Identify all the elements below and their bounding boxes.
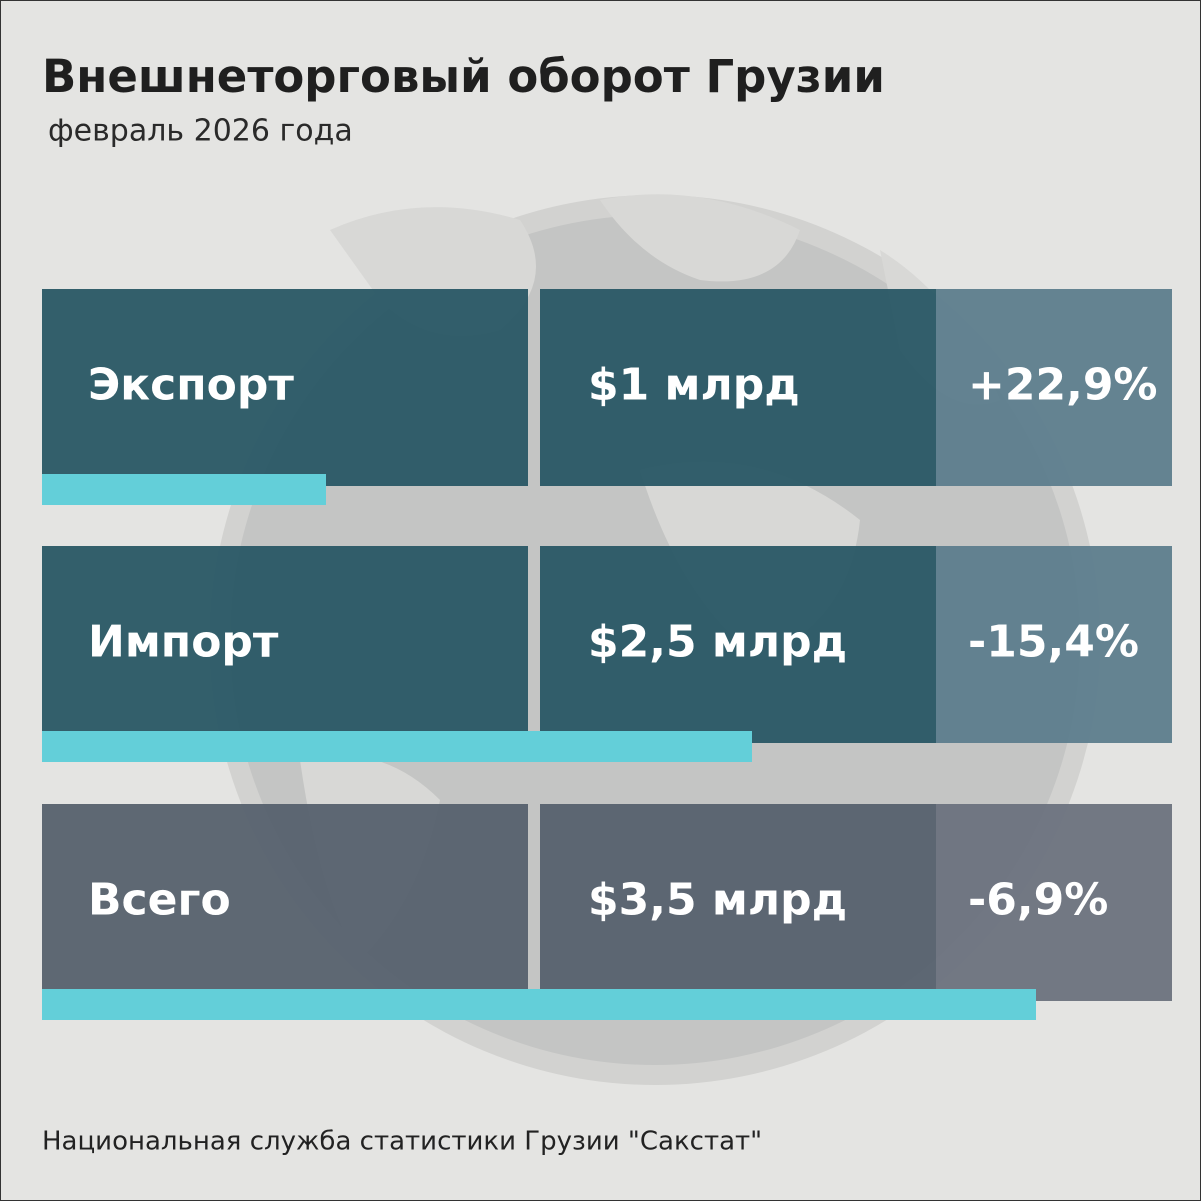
amount-cell [540,804,936,1001]
source: Национальная служба статистики Грузии "С… [42,1127,762,1157]
amount-label: $1 млрд [588,360,800,411]
label-cell [42,804,528,1001]
change-cell [936,546,1172,743]
amount-bar [42,731,752,762]
change-label: -6,9% [968,875,1108,926]
amount-cell [540,546,936,743]
label-cell [42,546,528,743]
amount-bar [42,989,1036,1020]
row-label: Всего [88,875,231,926]
row-label: Экспорт [88,360,294,411]
amount-label: $3,5 млрд [588,875,847,926]
label-cell [42,289,528,486]
change-label: -15,4% [968,617,1139,668]
subtitle: февраль 2026 года [48,114,353,149]
change-label: +22,9% [968,360,1158,411]
amount-bar [42,474,326,505]
title: Внешнеторговый оборот Грузии [42,50,885,103]
change-cell [936,804,1172,1001]
change-cell [936,289,1172,486]
amount-label: $2,5 млрд [588,617,847,668]
amount-cell [540,289,936,486]
row-label: Импорт [88,617,279,668]
rows: Экспорт $1 млрд +22,9% Импорт $2,5 млрд -15,4… [42,289,1172,1020]
